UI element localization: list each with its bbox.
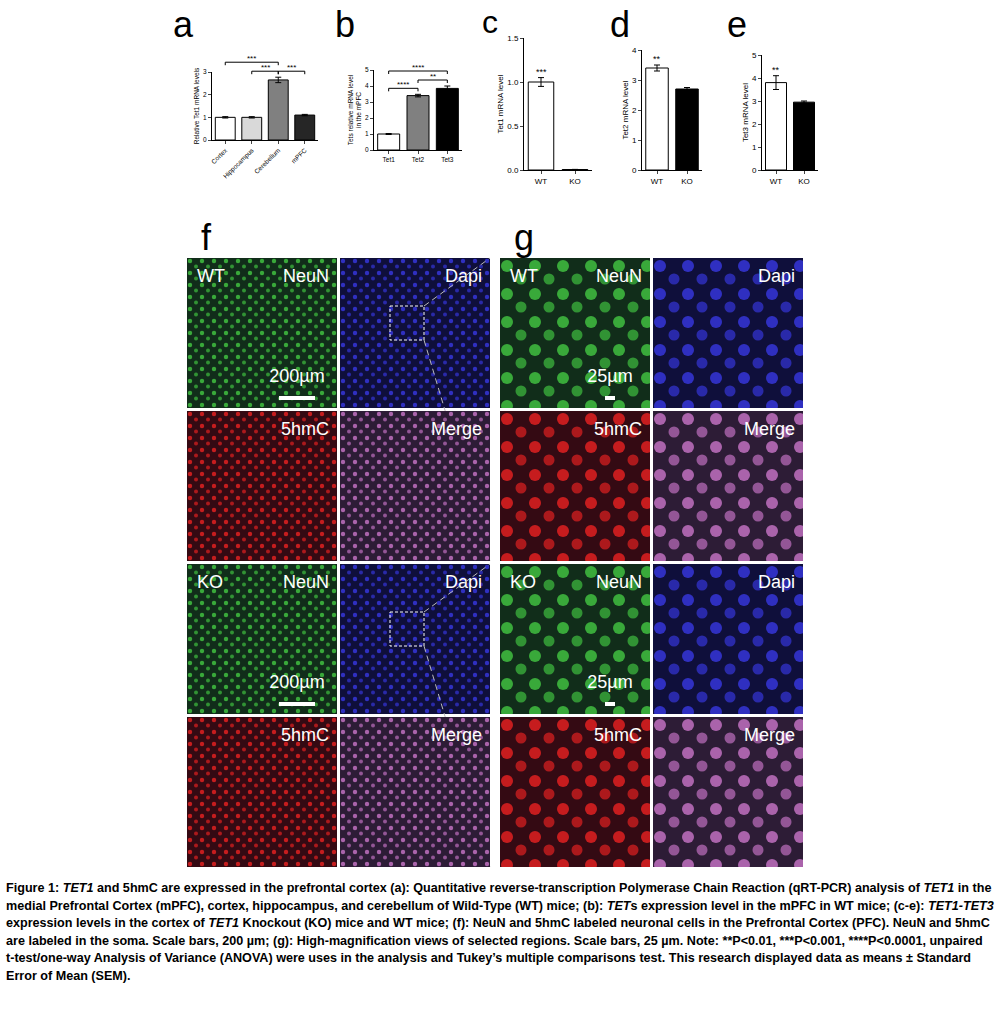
svg-text:2: 2: [203, 91, 207, 98]
svg-text:f: f: [201, 217, 212, 258]
svg-text:1: 1: [203, 114, 207, 121]
html-text:Figure 1: TET1 and 5hmC are ex: Figure 1: TET1 and 5hmC are expressed in…: [6, 881, 994, 913]
svg-text:0: 0: [632, 166, 637, 175]
svg-text:a: a: [173, 4, 194, 45]
svg-text:Tet2: Tet2: [412, 156, 425, 163]
svg-text:5: 5: [752, 51, 757, 60]
svg-text:b: b: [335, 4, 355, 45]
svg-text:WT: WT: [510, 266, 538, 286]
svg-text:Tets relative mRNA levelin the: Tets relative mRNA levelin the mPFC: [347, 74, 362, 145]
svg-text:mPFC: mPFC: [290, 146, 308, 164]
svg-text:WT: WT: [770, 177, 783, 186]
svg-text:Merge: Merge: [744, 725, 795, 745]
svg-text:c: c: [482, 4, 498, 40]
svg-text:KO: KO: [798, 177, 810, 186]
svg-text:KO: KO: [510, 572, 536, 592]
svg-text:Dapi: Dapi: [445, 266, 482, 286]
svg-text:KO: KO: [569, 177, 581, 186]
svg-text:***: ***: [536, 67, 547, 77]
svg-text:Merge: Merge: [431, 419, 482, 439]
svg-text:Merge: Merge: [431, 725, 482, 745]
svg-text:Dapi: Dapi: [445, 572, 482, 592]
svg-text:Tet2 mRNA level: Tet2 mRNA level: [621, 80, 630, 139]
html-text:expression levels in the corte: expression levels in the cortex of TET1 …: [6, 916, 990, 983]
svg-text:1.0: 1.0: [507, 78, 519, 87]
svg-text:Relative Tet1 mRNA levels: Relative Tet1 mRNA levels: [193, 67, 200, 144]
svg-text:25µm: 25µm: [587, 366, 632, 386]
svg-text:***: ***: [261, 63, 270, 72]
svg-text:NeuN: NeuN: [283, 266, 329, 286]
svg-text:WT: WT: [197, 266, 225, 286]
svg-text:Tet1: Tet1: [383, 156, 396, 163]
svg-text:4: 4: [365, 82, 369, 89]
svg-text:KO: KO: [197, 572, 223, 592]
svg-text:5hmC: 5hmC: [281, 419, 329, 439]
svg-text:200µm: 200µm: [269, 366, 324, 386]
svg-text:4: 4: [752, 74, 757, 83]
svg-text:****: ****: [412, 63, 424, 72]
svg-text:KO: KO: [681, 177, 693, 186]
svg-text:Tet3: Tet3: [441, 156, 454, 163]
svg-text:1.5: 1.5: [507, 34, 519, 43]
svg-text:Tet1 mRNA level: Tet1 mRNA level: [496, 74, 505, 133]
svg-text:4: 4: [632, 46, 637, 55]
svg-text:Hippocampus: Hippocampus: [222, 146, 256, 180]
svg-text:3: 3: [365, 98, 369, 105]
svg-text:3: 3: [203, 68, 207, 75]
svg-text:****: ****: [397, 80, 409, 89]
svg-text:WT: WT: [535, 177, 548, 186]
svg-text:25µm: 25µm: [587, 672, 632, 692]
svg-text:Merge: Merge: [744, 419, 795, 439]
svg-text:5hmC: 5hmC: [594, 419, 642, 439]
svg-text:e: e: [727, 4, 747, 45]
svg-text:2: 2: [752, 120, 757, 129]
svg-text:***: ***: [287, 63, 296, 72]
svg-text:NeuN: NeuN: [596, 266, 642, 286]
svg-text:**: **: [653, 54, 661, 64]
svg-text:200µm: 200µm: [269, 672, 324, 692]
svg-text:1: 1: [752, 143, 757, 152]
svg-text:g: g: [514, 217, 534, 258]
svg-text:2: 2: [632, 106, 637, 115]
svg-text:5hmC: 5hmC: [594, 725, 642, 745]
svg-text:***: ***: [247, 54, 256, 63]
svg-text:Cortex: Cortex: [210, 146, 229, 165]
svg-text:Cerebellum: Cerebellum: [253, 147, 281, 175]
svg-text:**: **: [772, 65, 780, 75]
svg-text:0.0: 0.0: [507, 166, 519, 175]
svg-text:0: 0: [752, 166, 757, 175]
svg-text:2: 2: [365, 114, 369, 121]
svg-text:NeuN: NeuN: [596, 572, 642, 592]
svg-text:1: 1: [365, 130, 369, 137]
svg-text:0.5: 0.5: [507, 122, 519, 131]
svg-text:NeuN: NeuN: [283, 572, 329, 592]
svg-text:**: **: [430, 72, 436, 81]
svg-text:0: 0: [203, 136, 207, 143]
svg-text:3: 3: [632, 76, 637, 85]
svg-text:5: 5: [365, 66, 369, 73]
svg-text:Dapi: Dapi: [758, 572, 795, 592]
svg-text:5hmC: 5hmC: [281, 725, 329, 745]
svg-text:3: 3: [752, 97, 757, 106]
svg-text:0: 0: [365, 146, 369, 153]
svg-text:1: 1: [632, 136, 637, 145]
svg-text:WT: WT: [651, 177, 664, 186]
svg-text:Dapi: Dapi: [758, 266, 795, 286]
svg-text:Tet3 mRNA level: Tet3 mRNA level: [741, 83, 750, 142]
svg-text:d: d: [610, 4, 630, 45]
